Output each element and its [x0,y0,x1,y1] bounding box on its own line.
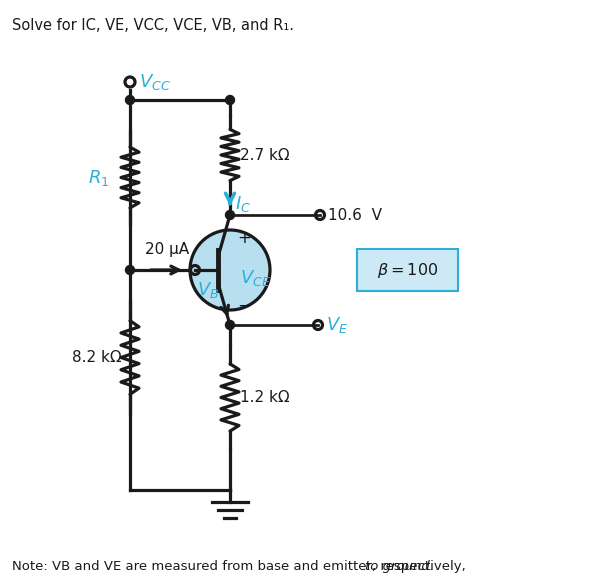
Text: $V_{CE}$: $V_{CE}$ [240,268,271,288]
Text: $R_1$: $R_1$ [88,167,110,187]
Circle shape [225,321,234,329]
Text: 20 μA: 20 μA [145,242,189,257]
Circle shape [225,211,234,220]
Circle shape [225,96,234,104]
Text: 10.6  V: 10.6 V [328,207,382,222]
Text: $V_E$: $V_E$ [326,315,348,335]
Text: $V_B$: $V_B$ [197,280,219,300]
Circle shape [126,265,135,275]
FancyBboxPatch shape [357,249,458,291]
Text: −: − [237,297,251,315]
Text: 2.7 kΩ: 2.7 kΩ [240,147,290,163]
Text: to ground.: to ground. [365,560,434,573]
Text: $\beta = 100$: $\beta = 100$ [377,261,438,279]
Circle shape [126,96,135,104]
Circle shape [190,230,270,310]
Text: +: + [237,229,251,247]
Text: $I_C$: $I_C$ [235,194,251,214]
Text: Solve for IC, VE, VCC, VCE, VB, and R₁.: Solve for IC, VE, VCC, VCE, VB, and R₁. [12,18,294,33]
Text: Note: VB and VE are measured from base and emitter, respectively,: Note: VB and VE are measured from base a… [12,560,470,573]
Text: $V_{CC}$: $V_{CC}$ [139,72,171,92]
Text: 1.2 kΩ: 1.2 kΩ [240,390,290,405]
Text: 8.2 kΩ: 8.2 kΩ [72,350,122,365]
